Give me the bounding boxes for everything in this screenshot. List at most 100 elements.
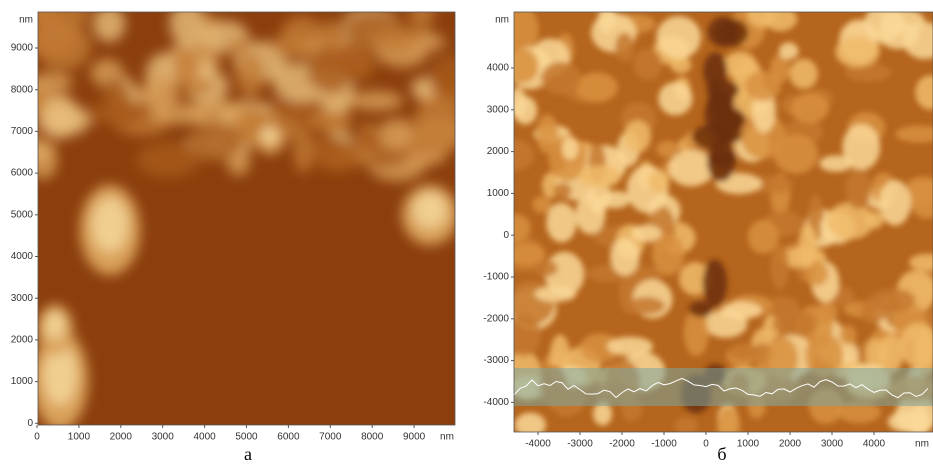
- grain: [170, 2, 205, 46]
- y-tick-label: 8000: [11, 84, 34, 95]
- figure: nm90008000700060005000400030002000100000…: [0, 0, 933, 466]
- y-tick-label: -1000: [483, 272, 509, 283]
- x-tick-label: 7000: [319, 432, 342, 443]
- x-tick-label: -3000: [567, 439, 593, 450]
- y-tick-label: 5000: [11, 209, 34, 220]
- grain: [41, 106, 89, 136]
- y-axis-unit: nm: [495, 15, 509, 26]
- y-tick-label: 4000: [11, 251, 34, 262]
- grain: [728, 343, 758, 359]
- grain: [770, 244, 789, 290]
- grain: [541, 62, 581, 95]
- grain: [553, 183, 571, 199]
- grain: [44, 310, 66, 340]
- y-tick-label: 2000: [11, 335, 34, 346]
- x-tick-label: 4000: [193, 432, 216, 443]
- x-tick-label: -1000: [651, 439, 677, 450]
- grain: [576, 72, 618, 102]
- grain: [600, 191, 630, 209]
- grain: [721, 301, 762, 319]
- x-tick-label: 6000: [277, 432, 300, 443]
- grain: [798, 224, 817, 267]
- grain: [314, 138, 358, 173]
- grain: [779, 43, 799, 60]
- grain: [866, 211, 884, 228]
- grain: [92, 198, 128, 252]
- grain: [624, 120, 651, 153]
- grain: [607, 337, 653, 356]
- x-tick-label: 0: [703, 439, 709, 450]
- y-tick-label: 3000: [487, 104, 510, 115]
- grain: [845, 169, 871, 210]
- grain: [350, 91, 403, 111]
- x-tick-label: 4000: [863, 439, 886, 450]
- grain: [722, 53, 757, 77]
- grain: [188, 122, 243, 161]
- y-tick-label: -2000: [483, 313, 509, 324]
- grain: [652, 233, 684, 275]
- y-tick-label: 0: [27, 418, 33, 429]
- grain: [842, 124, 880, 170]
- grain: [533, 260, 558, 276]
- grain: [615, 33, 634, 63]
- grain: [101, 78, 131, 123]
- grain: [93, 5, 125, 42]
- x-tick-label: 5000: [235, 432, 258, 443]
- x-tick-label: 8000: [361, 432, 384, 443]
- x-axis-unit: nm: [915, 439, 929, 450]
- grain: [816, 302, 837, 325]
- y-tick-label: -4000: [483, 397, 509, 408]
- y-tick-label: 6000: [11, 168, 34, 179]
- y-tick-label: -3000: [483, 355, 509, 366]
- grain: [271, 34, 317, 58]
- grain: [262, 127, 279, 144]
- x-tick-label: 0: [34, 432, 40, 443]
- grain: [227, 37, 249, 54]
- x-tick-label: 1000: [737, 439, 760, 450]
- panel-caption: б: [717, 444, 726, 464]
- y-tick-label: 1000: [487, 188, 510, 199]
- grain: [626, 297, 665, 315]
- grain: [416, 98, 463, 140]
- grain: [656, 16, 701, 59]
- grain: [535, 286, 577, 302]
- x-tick-label: 9000: [403, 432, 426, 443]
- grain: [562, 137, 579, 160]
- y-tick-label: 9000: [11, 43, 34, 54]
- grain: [515, 413, 546, 438]
- y-tick-label: 0: [503, 230, 509, 241]
- grain: [864, 5, 904, 42]
- grain: [648, 171, 669, 193]
- grain: [707, 89, 731, 116]
- grain: [339, 37, 377, 82]
- x-tick-label: 2000: [779, 439, 802, 450]
- grain: [532, 196, 551, 213]
- grain: [703, 52, 727, 89]
- grain: [692, 125, 733, 150]
- grain: [25, 18, 78, 58]
- grain: [150, 105, 209, 125]
- x-tick-label: 1000: [68, 432, 91, 443]
- y-tick-label: 1000: [11, 376, 34, 387]
- grain: [708, 17, 739, 47]
- x-tick-label: -4000: [525, 439, 551, 450]
- grain: [413, 192, 447, 228]
- grain: [28, 72, 73, 93]
- grain: [835, 37, 879, 68]
- x-tick-label: 3000: [821, 439, 844, 450]
- grain: [379, 119, 413, 150]
- grain: [429, 54, 470, 101]
- y-axis-unit: nm: [19, 15, 33, 26]
- grain: [745, 71, 781, 101]
- grain: [536, 114, 558, 153]
- grain: [839, 325, 856, 345]
- grain: [546, 203, 576, 243]
- grain: [879, 180, 911, 226]
- grain: [861, 297, 886, 324]
- y-tick-label: 3000: [11, 293, 34, 304]
- panel-caption: а: [244, 444, 252, 464]
- y-tick-label: 4000: [487, 63, 510, 74]
- y-tick-label: 7000: [11, 126, 34, 137]
- grain: [789, 59, 817, 89]
- grain: [370, 30, 422, 51]
